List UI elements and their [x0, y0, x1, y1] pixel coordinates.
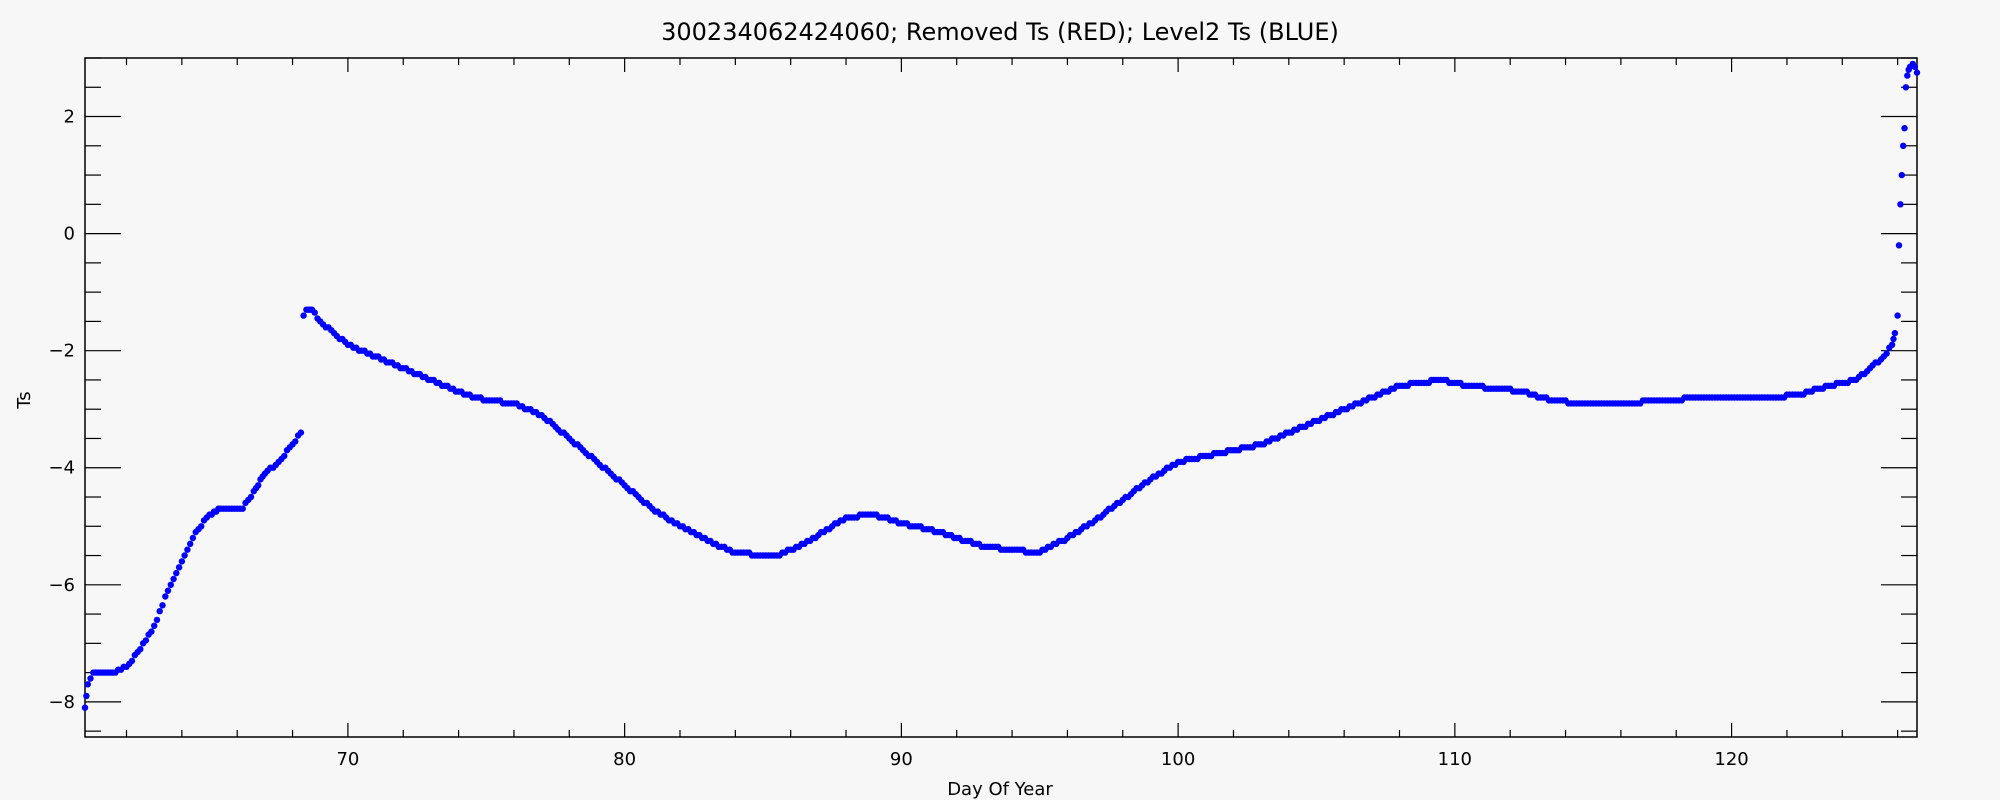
data-point	[281, 452, 288, 460]
data-point	[247, 493, 255, 501]
plot-border	[84, 57, 1918, 738]
data-point	[1911, 63, 1919, 70]
x-tick-label: 110	[1438, 749, 1472, 770]
data-point	[87, 675, 94, 682]
data-point	[167, 581, 174, 588]
data-point	[1902, 84, 1910, 91]
data-point	[187, 540, 194, 547]
data-point	[142, 637, 150, 644]
data-point	[1883, 350, 1890, 357]
x-tick-label: 80	[613, 749, 636, 770]
x-tick-label: 70	[336, 749, 359, 770]
data-points	[81, 60, 1921, 711]
data-point	[297, 429, 305, 436]
y-tick-label: −4	[48, 458, 75, 479]
y-tick-label: −2	[48, 341, 75, 362]
data-point	[173, 569, 180, 577]
data-point	[300, 312, 307, 319]
data-point	[184, 546, 191, 553]
data-point	[156, 608, 163, 615]
plot-frame	[84, 57, 1918, 738]
data-point	[1890, 335, 1897, 343]
data-point	[255, 482, 262, 489]
chart-title: 300234062424060; Removed Ts (RED); Level…	[661, 18, 1339, 46]
data-point	[128, 657, 136, 665]
data-point	[178, 558, 186, 565]
data-point	[239, 505, 246, 512]
y-axis-label: Ts	[14, 391, 35, 409]
y-tick-label: 0	[64, 224, 75, 245]
data-point	[137, 646, 144, 653]
data-point	[1900, 142, 1907, 149]
data-point	[159, 602, 166, 609]
data-point	[1913, 69, 1921, 76]
data-point	[1904, 72, 1911, 79]
data-point	[175, 564, 183, 571]
y-tick-label: 2	[64, 107, 75, 128]
data-point	[189, 534, 197, 542]
data-point	[162, 593, 169, 600]
data-point	[153, 616, 161, 624]
data-point	[1888, 341, 1896, 348]
data-point	[292, 438, 299, 445]
data-point	[84, 681, 92, 688]
data-point	[1891, 329, 1899, 337]
data-point	[170, 575, 177, 583]
data-point	[311, 309, 318, 316]
data-point	[1894, 312, 1901, 319]
data-point	[181, 552, 188, 559]
data-point	[1901, 125, 1908, 132]
data-point	[151, 622, 158, 629]
data-point	[83, 692, 90, 700]
y-axis-ticks: −8 −6 −4 −2 0 2	[48, 57, 1917, 732]
data-point	[1895, 242, 1903, 249]
data-point	[148, 628, 155, 635]
x-tick-label: 90	[890, 749, 913, 770]
x-axis-label: Day Of Year	[947, 779, 1053, 800]
data-point	[81, 704, 89, 711]
data-point	[1897, 201, 1904, 208]
y-tick-label: −8	[48, 692, 75, 713]
data-point	[164, 587, 172, 594]
data-point	[198, 523, 205, 530]
data-point	[1898, 171, 1906, 179]
x-tick-label: 120	[1714, 749, 1748, 770]
x-tick-label: 100	[1161, 749, 1195, 770]
y-tick-label: −6	[48, 575, 75, 596]
x-axis-ticks: 70 80 90 100 110 120	[125, 58, 1899, 770]
